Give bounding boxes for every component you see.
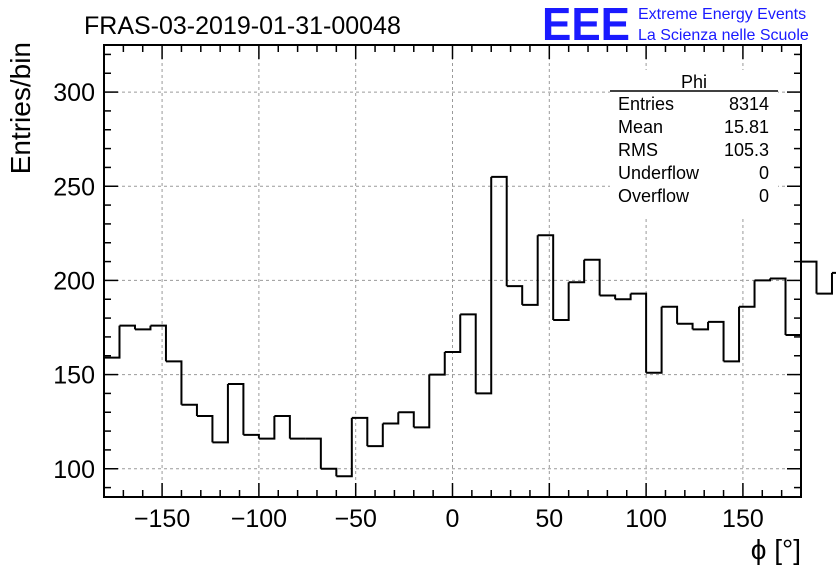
histogram-bin-11 (274, 415, 291, 439)
histogram-bin-44 (785, 261, 802, 337)
histogram-bin-20 (413, 374, 431, 429)
y-axis-title: Entries/bin (5, 42, 36, 174)
chart-title: FRAS-03-2019-01-31-00048 (84, 12, 401, 40)
histogram-bin-27 (522, 235, 539, 306)
stats-value-mean: 15.81 (724, 117, 769, 137)
histogram-bin-6 (196, 415, 214, 443)
y-tick-label-4: 300 (53, 79, 95, 107)
x-tick-label-1: −100 (231, 505, 287, 533)
histogram-bin-41 (739, 280, 756, 308)
stats-box: Phi Entries 8314 Mean 15.81 RMS 105.3 Un… (610, 70, 778, 216)
stats-label-mean: Mean (618, 117, 663, 137)
histogram-series (104, 175, 836, 478)
stats-value-underflow: 0 (759, 163, 769, 183)
histogram-bin-34 (630, 292, 648, 373)
histogram-bin-14 (320, 467, 338, 477)
histogram-bin-9 (243, 433, 260, 439)
x-tick-label-5: 100 (625, 505, 667, 533)
stats-value-rms: 105.3 (724, 140, 769, 160)
histogram-bin-26 (506, 285, 524, 305)
axes (103, 44, 802, 498)
histogram-bin-19 (398, 411, 415, 428)
logo-line-2: La Scienza nelle Scuole (638, 27, 809, 44)
histogram-bin-39 (708, 320, 725, 362)
stats-label-entries: Entries (618, 94, 674, 114)
x-tick-label-0: −150 (134, 505, 190, 533)
histogram-bin-24 (475, 176, 493, 395)
y-tick-label-1: 150 (53, 362, 95, 390)
histogram-bin-10 (258, 416, 276, 440)
grid (104, 45, 801, 497)
histogram-bin-43 (770, 277, 787, 336)
x-tick-label-2: −50 (334, 505, 376, 533)
logo-line-1: Extreme Energy Events (638, 6, 806, 23)
histogram-bin-42 (754, 278, 772, 282)
x-axis-title: ϕ [°] (751, 534, 801, 565)
histogram-bin-32 (599, 294, 617, 300)
histogram-bin-22 (444, 314, 462, 353)
histogram-bin-38 (692, 321, 710, 331)
histogram-bin-7 (212, 384, 229, 444)
logo-mark: EEE (542, 0, 630, 50)
histogram-bin-31 (584, 258, 601, 296)
stats-value-entries: 8314 (729, 94, 769, 114)
histogram-bin-13 (305, 437, 322, 469)
y-tick-label-0: 100 (53, 456, 95, 484)
stats-label-underflow: Underflow (618, 163, 700, 183)
tick-labels: −150 −100 −50 0 50 100 150 100 150 200 250 300 (53, 79, 763, 533)
stats-value-overflow: 0 (759, 186, 769, 206)
y-tick-label-3: 250 (53, 173, 95, 201)
histogram-bin-5 (181, 403, 198, 417)
histogram-bin-8 (227, 383, 245, 435)
stats-label-overflow: Overflow (618, 186, 690, 206)
histogram-bin-17 (367, 423, 384, 448)
histogram-bin-28 (537, 234, 555, 320)
x-tick-label-3: 0 (446, 505, 460, 533)
histogram-bin-1 (119, 324, 136, 330)
histogram-bin-40 (723, 306, 741, 363)
histogram-bin-46 (816, 272, 833, 295)
histogram-bin-3 (150, 324, 167, 362)
histogram-bin-0 (104, 325, 121, 359)
histogram-bin-16 (351, 416, 369, 447)
histogram-bin-29 (553, 282, 570, 321)
histogram-bin-25 (491, 175, 508, 287)
histogram-bin-33 (615, 293, 632, 301)
histogram-bin-36 (661, 305, 679, 324)
histogram-bin-37 (677, 322, 694, 330)
histogram-bin-35 (646, 306, 663, 374)
histogram-bin-15 (336, 417, 353, 478)
histogram-bin-21 (429, 351, 446, 376)
histogram-bin-18 (382, 412, 400, 425)
histogram-bin-2 (134, 325, 152, 331)
x-tick-label-6: 150 (722, 505, 764, 533)
stats-box-background (610, 70, 778, 216)
histogram-bin-23 (460, 313, 477, 394)
stats-label-rms: RMS (618, 140, 658, 160)
histogram-bin-45 (801, 260, 818, 294)
stats-box-title: Phi (681, 72, 707, 92)
histogram-bin-30 (568, 259, 586, 284)
histogram-bin-4 (165, 360, 183, 405)
x-tick-label-4: 50 (535, 505, 563, 533)
y-tick-label-2: 200 (53, 267, 95, 295)
